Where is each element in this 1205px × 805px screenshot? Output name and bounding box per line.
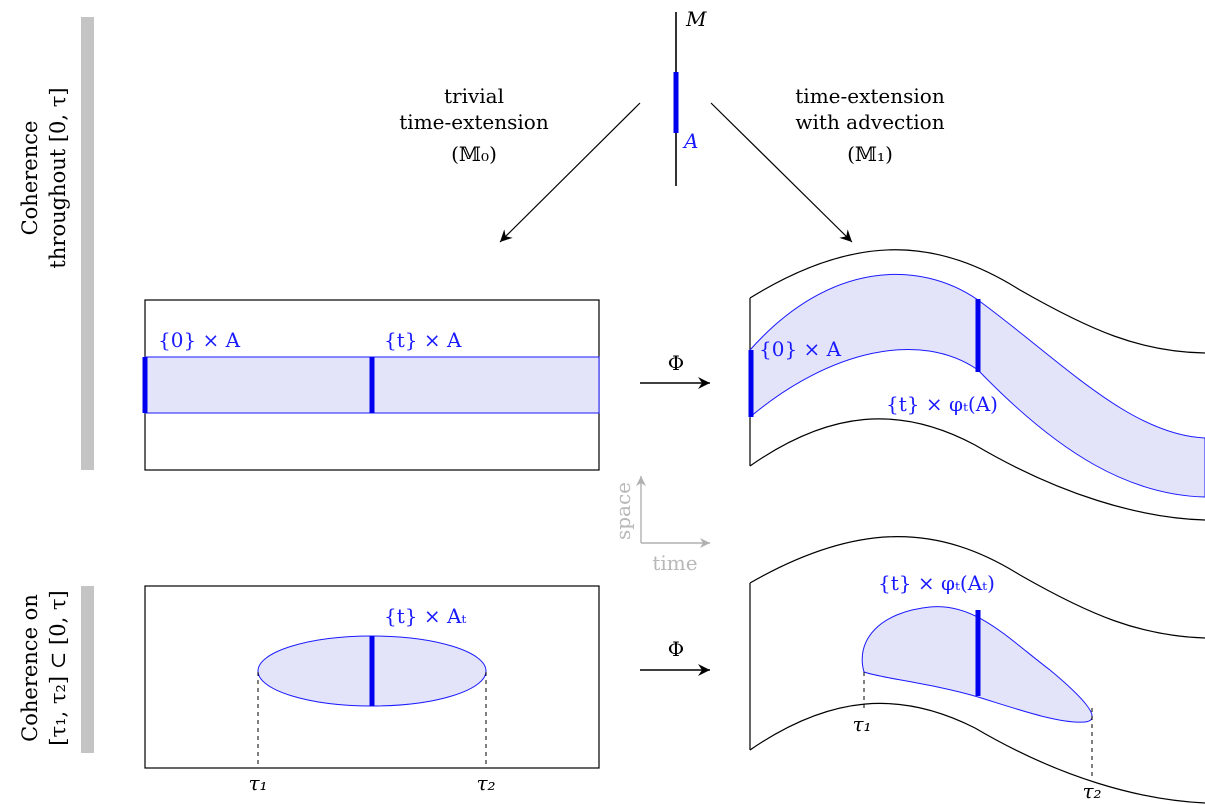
tau1-label-right: τ₁ [852, 712, 871, 736]
tau2-label-right: τ₂ [1082, 779, 1101, 803]
side-bar-bottom [81, 586, 94, 753]
svg-text:Coherence on: Coherence on [18, 594, 42, 742]
svg-text:(𝕄₁): (𝕄₁) [847, 142, 893, 166]
svg-text:(𝕄₀): (𝕄₀) [451, 142, 497, 166]
advected-finite-lower-boundary [749, 702, 1205, 804]
side-bar-top [81, 17, 94, 470]
tau2-label-left: τ₂ [476, 771, 495, 795]
advected-t-label: {t} × φₜ(A) [886, 392, 998, 416]
svg-text:trivial: trivial [444, 84, 504, 108]
svg-text:[τ₁, τ₂] ⊂ [0, τ]: [τ₁, τ₂] ⊂ [0, τ] [46, 590, 70, 745]
trivial-t-label: {t} × A [384, 328, 462, 352]
finite-time-t-label: {t} × Aₜ [384, 604, 466, 628]
advected-coherent-band [749, 273, 1205, 498]
phi-label-top: Φ [668, 351, 684, 375]
trivial-extension-text: trivial time-extension (𝕄₀) [399, 84, 549, 166]
advected-finite-upper-boundary [749, 536, 1205, 639]
svg-text:Coherence: Coherence [18, 121, 42, 236]
side-label-top: Coherence throughout [0, τ] [18, 87, 70, 268]
advected-finite-t-label: {t} × φₜ(Aₜ) [878, 571, 995, 595]
side-label-bottom: Coherence on [τ₁, τ₂] ⊂ [0, τ] [18, 590, 70, 745]
svg-text:throughout [0, τ]: throughout [0, τ] [46, 87, 70, 268]
advected-domain-lower-boundary [749, 418, 1205, 521]
arrow-advection-extension [710, 102, 853, 243]
svg-text:time-extension: time-extension [795, 84, 945, 108]
tau1-label-left: τ₁ [248, 771, 267, 795]
finite-time-domain-box [144, 585, 600, 769]
phi-label-bottom: Φ [668, 637, 684, 661]
subset-a-label: A [682, 129, 698, 153]
advection-extension-text: time-extension with advection (𝕄₁) [795, 84, 945, 166]
svg-text:time-extension: time-extension [399, 110, 549, 134]
svg-text:with advection: with advection [795, 110, 944, 134]
space-axis-label: space [611, 482, 635, 540]
svg-text:space: space [611, 482, 635, 540]
manifold-label: M [685, 7, 707, 31]
advected-domain-upper-boundary [749, 249, 1205, 354]
time-axis-label: time [652, 551, 697, 575]
trivial-start-label: {0} × A [158, 328, 241, 352]
advected-start-label: {0} × A [759, 337, 842, 361]
arrow-trivial-extension [499, 102, 641, 243]
